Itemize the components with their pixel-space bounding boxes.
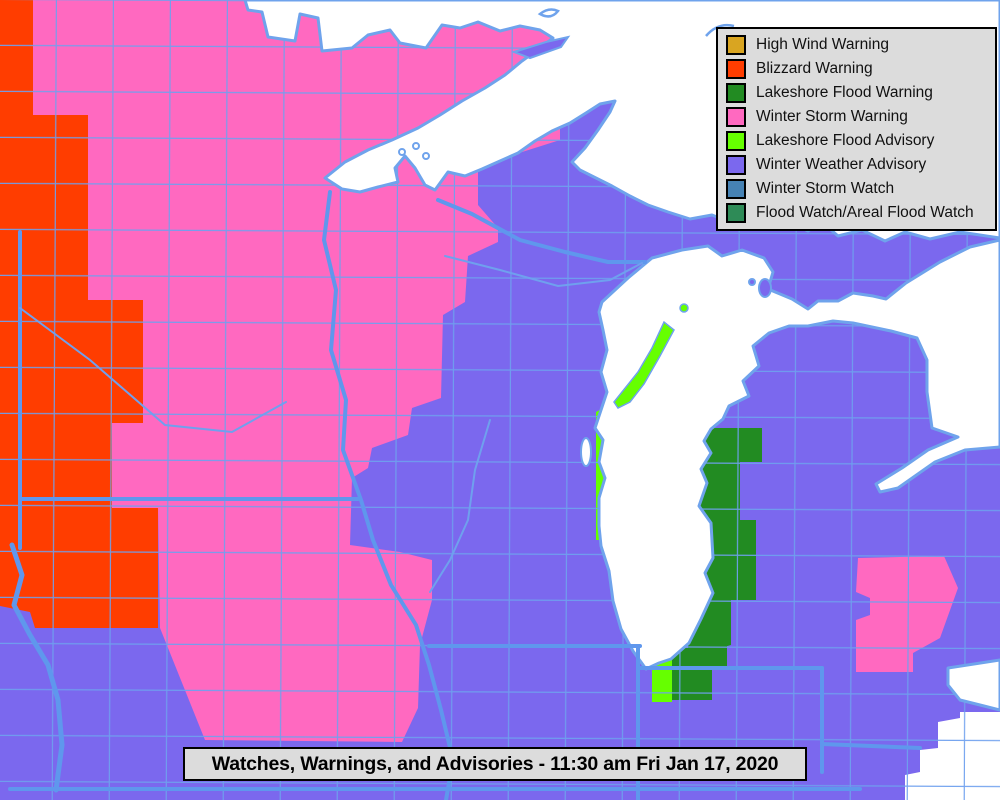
legend-item-label: Winter Storm Watch [756, 180, 895, 197]
legend-item: Flood Watch/Areal Flood Watch [726, 201, 989, 225]
lake-winnebago [580, 437, 592, 467]
door-peninsula [613, 320, 675, 409]
legend-item: Lakeshore Flood Warning [726, 81, 989, 105]
legend-item-label: Blizzard Warning [756, 60, 873, 77]
legend-item-label: Lakeshore Flood Warning [756, 84, 933, 101]
legend-item: Winter Storm Warning [726, 105, 989, 129]
legend-item-label: High Wind Warning [756, 36, 889, 53]
flood-watch-swatch [726, 203, 746, 223]
legend-item-label: Flood Watch/Areal Flood Watch [756, 204, 974, 221]
winter-storm-warning-swatch [726, 107, 746, 127]
map-title-bar: Watches, Warnings, and Advisories - 11:3… [183, 747, 807, 781]
washington-island [679, 303, 689, 313]
winter-weather-advisory-swatch [726, 155, 746, 175]
lakeshore-flood-advisory-swatch [726, 131, 746, 151]
apostle-islands [398, 142, 430, 160]
legend-item: High Wind Warning [726, 33, 989, 57]
canada-islands [537, 8, 735, 37]
isle-royale-island [510, 35, 571, 60]
high-wind-warning-swatch [726, 35, 746, 55]
legend-item: Lakeshore Flood Advisory [726, 129, 989, 153]
legend-item-label: Lakeshore Flood Advisory [756, 132, 935, 149]
lake-st-clair [946, 658, 1000, 712]
legend-item: Winter Storm Watch [726, 177, 989, 201]
legend-item: Winter Weather Advisory [726, 153, 989, 177]
lakeshore-flood-warning-swatch [726, 83, 746, 103]
lake-michigan-huron [593, 238, 1000, 671]
winter-storm-watch-swatch [726, 179, 746, 199]
map-title-text: Watches, Warnings, and Advisories - 11:3… [211, 752, 779, 775]
beaver-island [748, 278, 772, 298]
state-borders [8, 190, 922, 800]
legend-item: Blizzard Warning [726, 57, 989, 81]
legend-item-label: Winter Storm Warning [756, 108, 908, 125]
legend: High Wind Warning Blizzard Warning Lakes… [716, 27, 997, 231]
legend-item-label: Winter Weather Advisory [756, 156, 927, 173]
blizzard-warning-swatch [726, 59, 746, 79]
rivers [19, 255, 643, 593]
